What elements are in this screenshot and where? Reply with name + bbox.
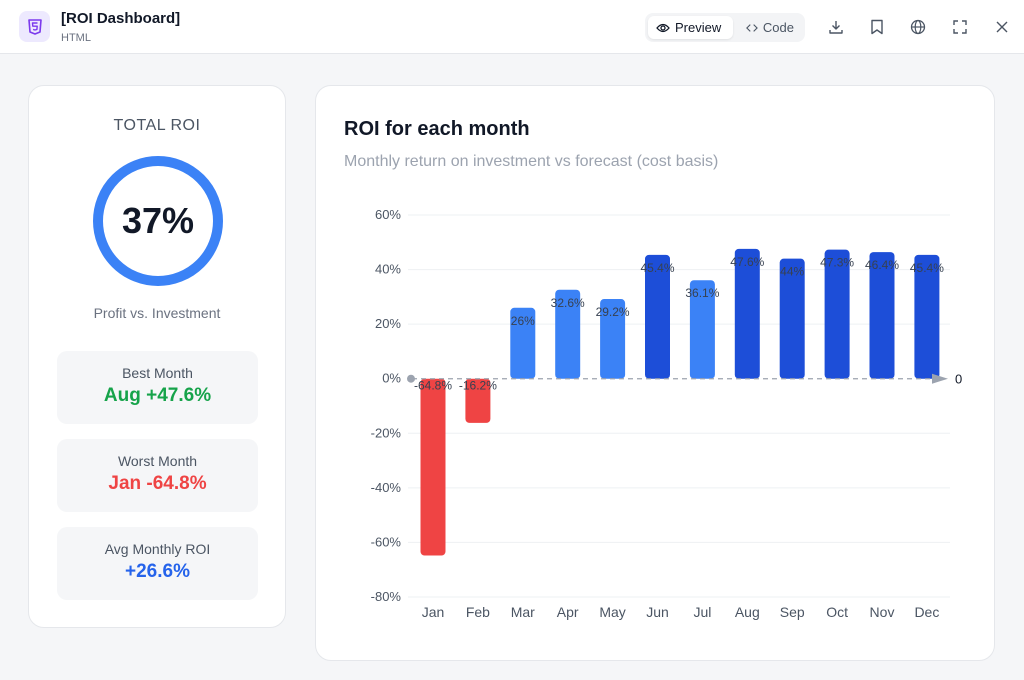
bar-value-label: 26%	[511, 314, 535, 328]
total-roi-title: TOTAL ROI	[113, 117, 201, 134]
bar	[465, 378, 491, 423]
x-tick-label: Jul	[693, 604, 711, 620]
bar-value-label: 32.6%	[551, 296, 585, 310]
y-tick-label: -40%	[371, 480, 402, 495]
x-tick-label: Oct	[826, 604, 848, 620]
globe-icon[interactable]	[908, 17, 928, 37]
roi-bar-chart: 60% 40% 20% 0% -20% -40% -60% -80% 0 -64.8% -16.2%…	[371, 207, 963, 620]
zero-axis-start-dot	[407, 374, 415, 383]
file-title: [ROI Dashboard]	[61, 10, 181, 27]
worst-month-label: Worst Month	[117, 453, 198, 469]
x-tick-label: Dec	[914, 604, 939, 620]
title-bar: [ROI Dashboard] HTML Preview Code	[0, 0, 1024, 54]
avg-roi-card: Avg Monthly ROI +26.6%	[57, 527, 258, 600]
y-tick-label: -60%	[371, 534, 402, 549]
bar	[914, 254, 940, 379]
y-tick-label: 0%	[382, 371, 401, 386]
x-tick-label: Apr	[557, 604, 579, 620]
zero-axis-arrow	[932, 373, 948, 384]
bar-value-label: 36.1%	[685, 286, 719, 300]
html5-icon	[19, 11, 50, 42]
y-tick-label: -20%	[371, 425, 402, 440]
y-tick-label: 40%	[375, 262, 401, 277]
y-tick-label: -80%	[371, 589, 402, 604]
code-tab[interactable]: Code	[738, 16, 802, 39]
worst-month-value: Jan -64.8%	[108, 473, 207, 494]
zero-axis-label: 0	[955, 372, 962, 387]
x-tick-label: Aug	[735, 604, 760, 620]
roi-ring: 37%	[93, 156, 223, 286]
bar	[420, 378, 446, 556]
code-icon	[746, 23, 758, 32]
bar	[869, 252, 895, 379]
bar	[555, 289, 581, 379]
x-tick-label: May	[599, 604, 625, 620]
download-icon[interactable]	[826, 17, 846, 37]
code-label: Code	[762, 20, 794, 35]
best-month-value: Aug +47.6%	[103, 385, 212, 406]
bar-value-label: 46.4%	[865, 258, 899, 272]
bar-value-label: 45.4%	[910, 261, 944, 275]
bar-value-label: 29.2%	[596, 305, 630, 319]
total-roi-value: 37%	[121, 200, 195, 241]
x-tick-label: Jun	[646, 604, 669, 620]
roi-caption: Profit vs. Investment	[93, 305, 221, 321]
x-tick-label: Feb	[466, 604, 490, 620]
summary-card: TOTAL ROI 37% Profit vs. Investment Best…	[28, 85, 286, 628]
bar	[600, 299, 626, 379]
x-tick-label: Jan	[422, 604, 445, 620]
y-tick-label: 20%	[375, 316, 401, 331]
eye-icon	[656, 23, 670, 32]
chart-card: ROI for each month Monthly return on inv…	[315, 85, 995, 661]
avg-roi-value: +26.6%	[125, 561, 190, 582]
close-icon[interactable]	[992, 17, 1012, 37]
preview-tab[interactable]: Preview	[648, 16, 733, 39]
bar-value-label: 45.4%	[640, 261, 674, 275]
best-month-card: Best Month Aug +47.6%	[57, 351, 258, 424]
best-month-label: Best Month	[122, 365, 193, 381]
bar-value-label: 44%	[780, 265, 804, 279]
file-type: HTML	[61, 32, 91, 44]
preview-label: Preview	[675, 20, 722, 35]
fullscreen-icon[interactable]	[950, 17, 970, 37]
bar	[645, 254, 670, 379]
bar-value-label: 47.6%	[730, 255, 764, 269]
x-tick-label: Sep	[780, 604, 805, 620]
worst-month-card: Worst Month Jan -64.8%	[57, 439, 258, 512]
bar	[689, 280, 715, 379]
bar	[824, 249, 850, 379]
chart-subtitle: Monthly return on investment vs forecast…	[344, 153, 719, 170]
x-tick-label: Mar	[511, 604, 535, 620]
x-tick-label: Nov	[870, 604, 895, 620]
avg-roi-label: Avg Monthly ROI	[104, 541, 211, 557]
bar	[779, 258, 805, 379]
bar-value-label: 47.3%	[820, 256, 854, 270]
bar	[510, 307, 536, 379]
bar	[734, 248, 760, 379]
y-tick-label: 60%	[375, 207, 401, 222]
bookmark-icon[interactable]	[867, 17, 887, 37]
bar-value-label: -64.8%	[414, 379, 452, 393]
chart-title: ROI for each month	[344, 118, 530, 140]
view-toggle: Preview Code	[645, 13, 805, 42]
bar-value-label: -16.2%	[459, 379, 497, 393]
